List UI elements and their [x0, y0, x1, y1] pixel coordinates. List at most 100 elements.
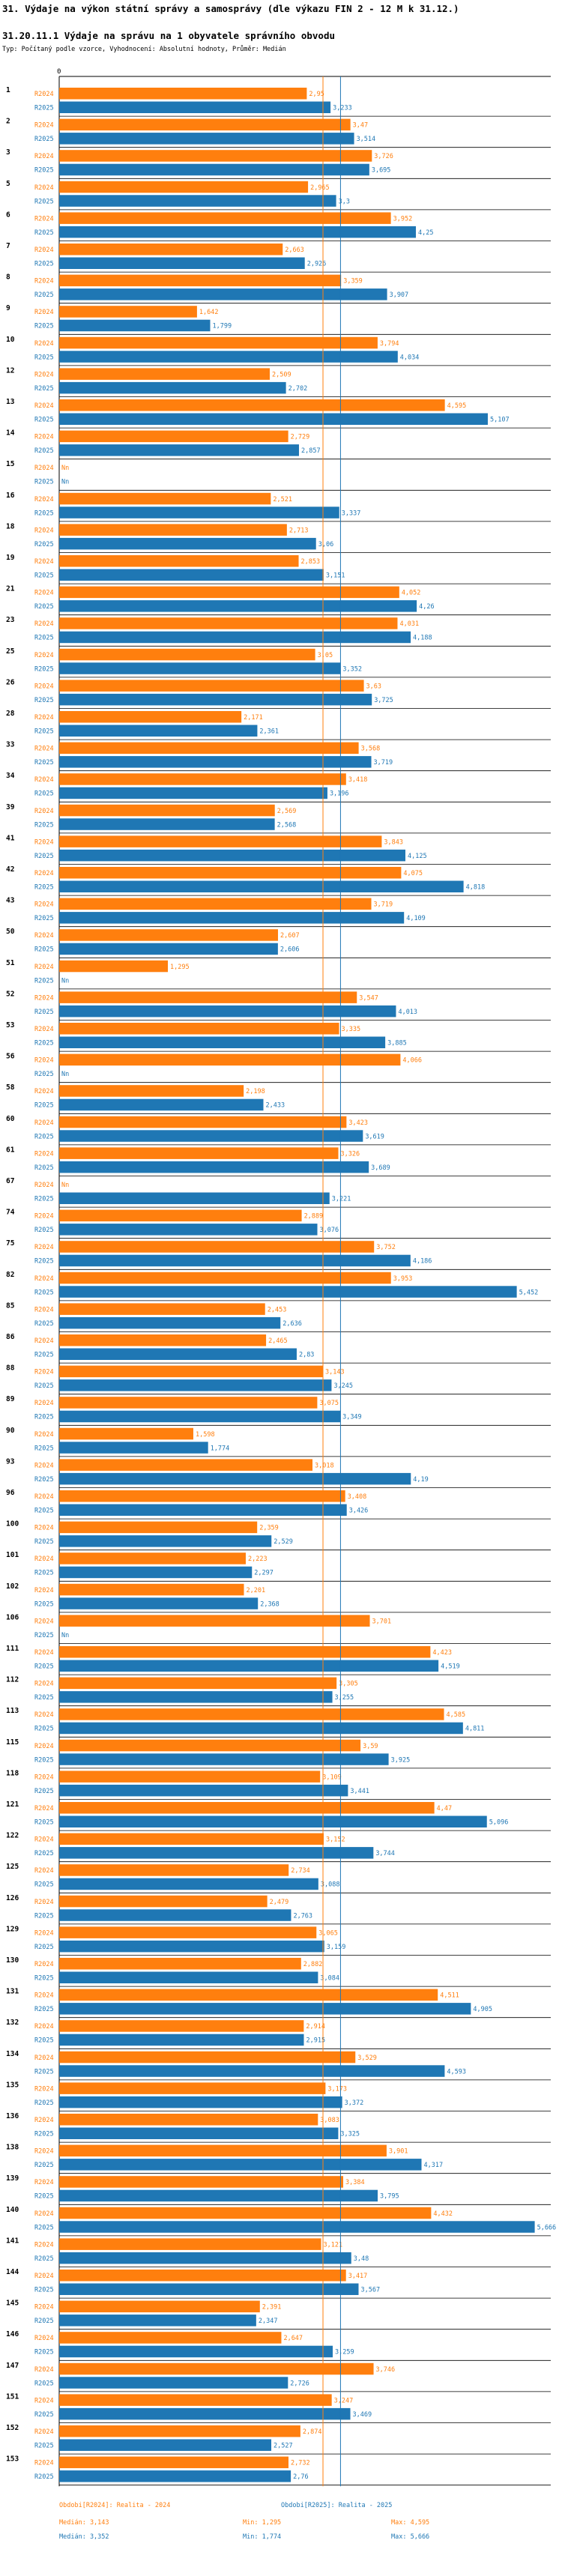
series-row-label: R2024	[34, 1431, 54, 1439]
bar-r2025	[59, 1691, 333, 1703]
value-label: 3,325	[340, 2131, 360, 2138]
value-label: 4,26	[419, 603, 434, 611]
series-row-label: R2024	[34, 1057, 54, 1065]
bar-r2024	[59, 2425, 300, 2437]
bar-r2025	[59, 163, 369, 176]
series-row-label: R2025	[34, 1071, 54, 1078]
value-label: 4,432	[433, 2210, 453, 2218]
value-label: 2,453	[268, 1306, 287, 1313]
value-label: 2,479	[270, 1899, 289, 1906]
series-row-label: R2025	[34, 2380, 54, 2387]
bar-r2025	[59, 631, 411, 644]
bar-r2025	[59, 1847, 374, 1859]
bar-r2024	[59, 680, 364, 692]
category-label: 126	[6, 1894, 19, 1902]
value-label: 3,151	[326, 572, 345, 580]
chart-subtitle: 31.20.11.1 Výdaje na správu na 1 obyvate…	[2, 30, 336, 41]
value-label: Nn	[61, 1632, 69, 1639]
series-row-label: R2025	[34, 1476, 54, 1484]
bar-r2025	[59, 1192, 330, 1204]
bar-r2024	[59, 2176, 344, 2188]
bar-r2025	[59, 381, 286, 394]
series-row-label: R2024	[34, 1337, 54, 1345]
category-label: 67	[6, 1177, 14, 1185]
bar-r2024	[59, 1147, 339, 1159]
series-row-label: R2024	[34, 1026, 54, 1033]
bar-r2025	[59, 133, 354, 145]
series-row-label: R2025	[34, 198, 54, 205]
series-row-label: R2024	[34, 278, 54, 285]
category-label: 102	[6, 1582, 19, 1591]
value-label: 4,511	[440, 1992, 459, 2000]
value-label: 3,372	[345, 2099, 364, 2107]
value-label: 2,95	[309, 91, 324, 98]
value-label: 2,734	[291, 1867, 310, 1875]
bar-r2024	[59, 1490, 345, 1502]
series-row-label: R2025	[34, 1788, 54, 1795]
bar-r2024	[59, 1708, 444, 1720]
value-label: 3,349	[342, 1414, 362, 1421]
bar-r2025	[59, 1316, 281, 1329]
value-label: 3,48	[354, 2255, 369, 2263]
value-label: 4,125	[408, 853, 427, 860]
bar-r2025	[59, 849, 405, 862]
value-label: 3,076	[320, 1227, 339, 1234]
series-row-label: R2025	[34, 1663, 54, 1671]
bar-r2024	[59, 88, 307, 100]
series-row-label: R2024	[34, 1182, 54, 1189]
category-label: 140	[6, 2206, 19, 2214]
bar-r2024	[59, 118, 351, 131]
value-label: 2,368	[260, 1600, 280, 1608]
category-label: 51	[6, 959, 15, 967]
page-title: 31. Výdaje na výkon státní správy a samo…	[2, 3, 459, 14]
category-label: 26	[6, 678, 15, 686]
value-label: Nn	[61, 1182, 69, 1189]
category-label: 16	[6, 492, 15, 500]
series-row-label: R2025	[34, 2162, 54, 2169]
category-label: 10	[6, 336, 15, 344]
bar-r2025	[59, 662, 341, 674]
category-label: 34	[6, 772, 15, 780]
series-row-label: R2025	[34, 479, 54, 486]
category-label: 138	[6, 2144, 19, 2152]
series-row-label: R2025	[34, 697, 54, 704]
bar-r2024	[59, 368, 271, 380]
bar-r2025	[59, 1815, 487, 1827]
series-row-label: R2024	[34, 2117, 54, 2124]
value-label: 2,359	[259, 1525, 279, 1532]
stat-median-r2024: Medián: 3,143	[59, 2519, 109, 2527]
category-label: 146	[6, 2330, 19, 2338]
value-label: 3,417	[348, 2273, 368, 2280]
series-row-label: R2024	[34, 590, 54, 597]
bar-r2024	[59, 586, 399, 599]
value-label: 3,795	[380, 2193, 399, 2201]
series-row-label: R2024	[34, 808, 54, 815]
bar-r2025	[59, 2065, 445, 2077]
category-label: 96	[6, 1489, 15, 1497]
value-label: 3,529	[357, 2055, 377, 2062]
series-row-label: R2025	[34, 1196, 54, 1203]
bar-r2024	[59, 1958, 301, 1970]
series-row-label: R2025	[34, 635, 54, 642]
bar-r2024	[59, 1646, 431, 1658]
category-label: 3	[6, 148, 10, 157]
series-row-label: R2025	[34, 2224, 54, 2231]
series-row-label: R2024	[34, 2055, 54, 2062]
bar-r2024	[59, 991, 357, 1003]
value-label: Nn	[61, 465, 69, 472]
value-label: 2,465	[268, 1337, 288, 1345]
value-label: 3,568	[361, 746, 381, 753]
category-label: 60	[6, 1115, 15, 1123]
value-label: 2,889	[304, 1213, 324, 1221]
value-label: 3,109	[322, 1774, 342, 1781]
value-label: 3,3	[339, 198, 350, 205]
bar-r2024	[59, 181, 309, 193]
bar-r2025	[59, 2439, 272, 2451]
category-label: 75	[6, 1239, 15, 1248]
value-label: 2,763	[293, 1912, 312, 1920]
value-label: 2,201	[247, 1587, 266, 1594]
series-row-label: R2024	[34, 1587, 54, 1594]
category-label: 115	[6, 1738, 19, 1747]
value-label: 3,255	[335, 1694, 354, 1702]
value-label: 2,926	[307, 261, 327, 268]
